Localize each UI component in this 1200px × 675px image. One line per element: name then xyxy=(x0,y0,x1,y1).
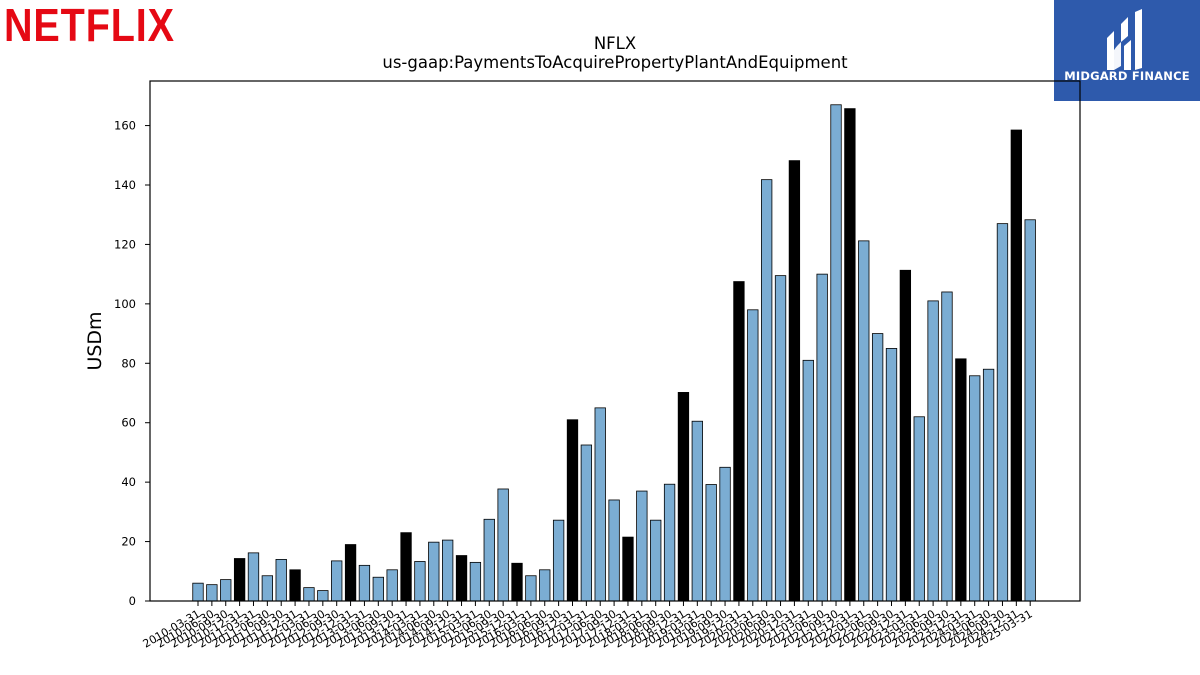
plot-frame xyxy=(149,80,1081,602)
bar-2021-03-31 xyxy=(802,359,814,602)
bar-2011-12-31 xyxy=(289,569,301,602)
bar-2021-12-31 xyxy=(844,108,856,602)
y-axis: 0 20 40 60 80 100 120 140 160 xyxy=(114,119,150,608)
bar-2013-06-30 xyxy=(372,576,384,602)
bar-2014-09-30 xyxy=(442,539,454,602)
bar-2016-12-31 xyxy=(566,419,579,602)
bar-2022-09-30 xyxy=(885,348,898,602)
bar-2010-09-30 xyxy=(220,579,232,602)
bar-2012-09-30 xyxy=(331,560,343,602)
y-tick-label: 40 xyxy=(121,475,136,489)
bar-2024-03-31 xyxy=(969,375,981,602)
bar-2018-12-31 xyxy=(677,392,690,602)
bar-2016-06-30 xyxy=(539,569,551,602)
y-tick-label: 100 xyxy=(114,297,136,311)
bar-2010-06-30 xyxy=(206,584,218,602)
bar-2018-03-31 xyxy=(636,490,648,602)
bar-2017-09-30 xyxy=(608,499,620,602)
bar-2011-06-30 xyxy=(261,575,274,602)
bar-2019-12-31 xyxy=(733,281,745,602)
bar-2017-06-30 xyxy=(594,407,606,602)
bar-2015-12-31 xyxy=(511,562,523,602)
bar-2020-12-31 xyxy=(788,160,801,602)
bar-2019-09-30 xyxy=(719,466,731,602)
bar-2015-06-30 xyxy=(483,518,495,602)
bar-2015-09-30 xyxy=(497,488,509,602)
x-axis: 2010-03-312010-06-302010-09-302010-12-31… xyxy=(141,601,1035,651)
y-axis-label: USDm xyxy=(84,311,106,370)
bar-2010-12-31 xyxy=(233,558,246,602)
y-tick-label: 80 xyxy=(121,356,136,370)
bar-2019-06-30 xyxy=(705,484,717,602)
bar-2022-03-31 xyxy=(858,240,870,602)
bar-2022-12-31 xyxy=(899,269,912,602)
chart-subtitle: us-gaap:PaymentsToAcquirePropertyPlantAn… xyxy=(382,53,848,72)
bar-2014-12-31 xyxy=(455,555,468,602)
y-tick-label: 20 xyxy=(121,535,136,549)
y-tick-label: 120 xyxy=(114,237,136,251)
y-tick-label: 60 xyxy=(121,416,136,430)
bar-2023-09-30 xyxy=(941,291,953,602)
bar-2025-03-31 xyxy=(1024,219,1036,602)
bar-2019-03-31 xyxy=(691,420,703,602)
bar-2013-12-31 xyxy=(400,532,412,602)
bar-2013-09-30 xyxy=(386,569,398,602)
midgard-finance-wordmark: MIDGARD FINANCE xyxy=(1064,69,1190,83)
bar-2022-06-30 xyxy=(871,333,884,602)
bar-2020-09-30 xyxy=(774,275,787,602)
bar-2018-06-30 xyxy=(650,519,662,602)
bar-2020-03-31 xyxy=(747,309,759,602)
bar-2016-09-30 xyxy=(552,519,565,602)
bar-2012-06-30 xyxy=(317,590,329,602)
bar-2017-03-31 xyxy=(580,444,593,602)
bars-group xyxy=(192,104,1036,602)
bar-2023-12-31 xyxy=(955,358,967,602)
bar-2021-09-30 xyxy=(830,104,842,602)
chart-title: NFLX xyxy=(594,34,636,53)
bar-2012-03-31 xyxy=(303,587,315,602)
bar-2017-12-31 xyxy=(622,536,634,602)
bar-2014-06-30 xyxy=(428,541,440,602)
bar-2015-03-31 xyxy=(469,561,482,602)
bar-2023-06-30 xyxy=(927,300,939,602)
bar-2018-09-30 xyxy=(663,483,676,602)
bar-2024-12-31 xyxy=(1010,129,1022,602)
bar-2023-03-31 xyxy=(913,416,925,602)
bar-2021-06-30 xyxy=(816,273,828,602)
y-tick-label: 140 xyxy=(114,178,136,192)
bar-2012-12-31 xyxy=(344,544,357,602)
y-tick-label: 160 xyxy=(114,119,136,133)
bar-2013-03-31 xyxy=(358,564,371,602)
midgard-finance-logo: MIDGARD FINANCE xyxy=(1054,0,1200,101)
bar-2020-06-30 xyxy=(761,179,773,602)
bar-2024-06-30 xyxy=(982,368,995,602)
bar-2011-09-30 xyxy=(275,559,287,602)
bar-2011-03-31 xyxy=(247,552,260,602)
y-tick-label: 0 xyxy=(129,594,136,608)
bar-2016-03-31 xyxy=(525,575,537,602)
bar-2014-03-31 xyxy=(414,561,426,602)
bar-2010-03-31 xyxy=(192,582,204,602)
bar-2024-09-30 xyxy=(996,223,1009,602)
midgard-emblem-icon xyxy=(1107,9,1142,70)
